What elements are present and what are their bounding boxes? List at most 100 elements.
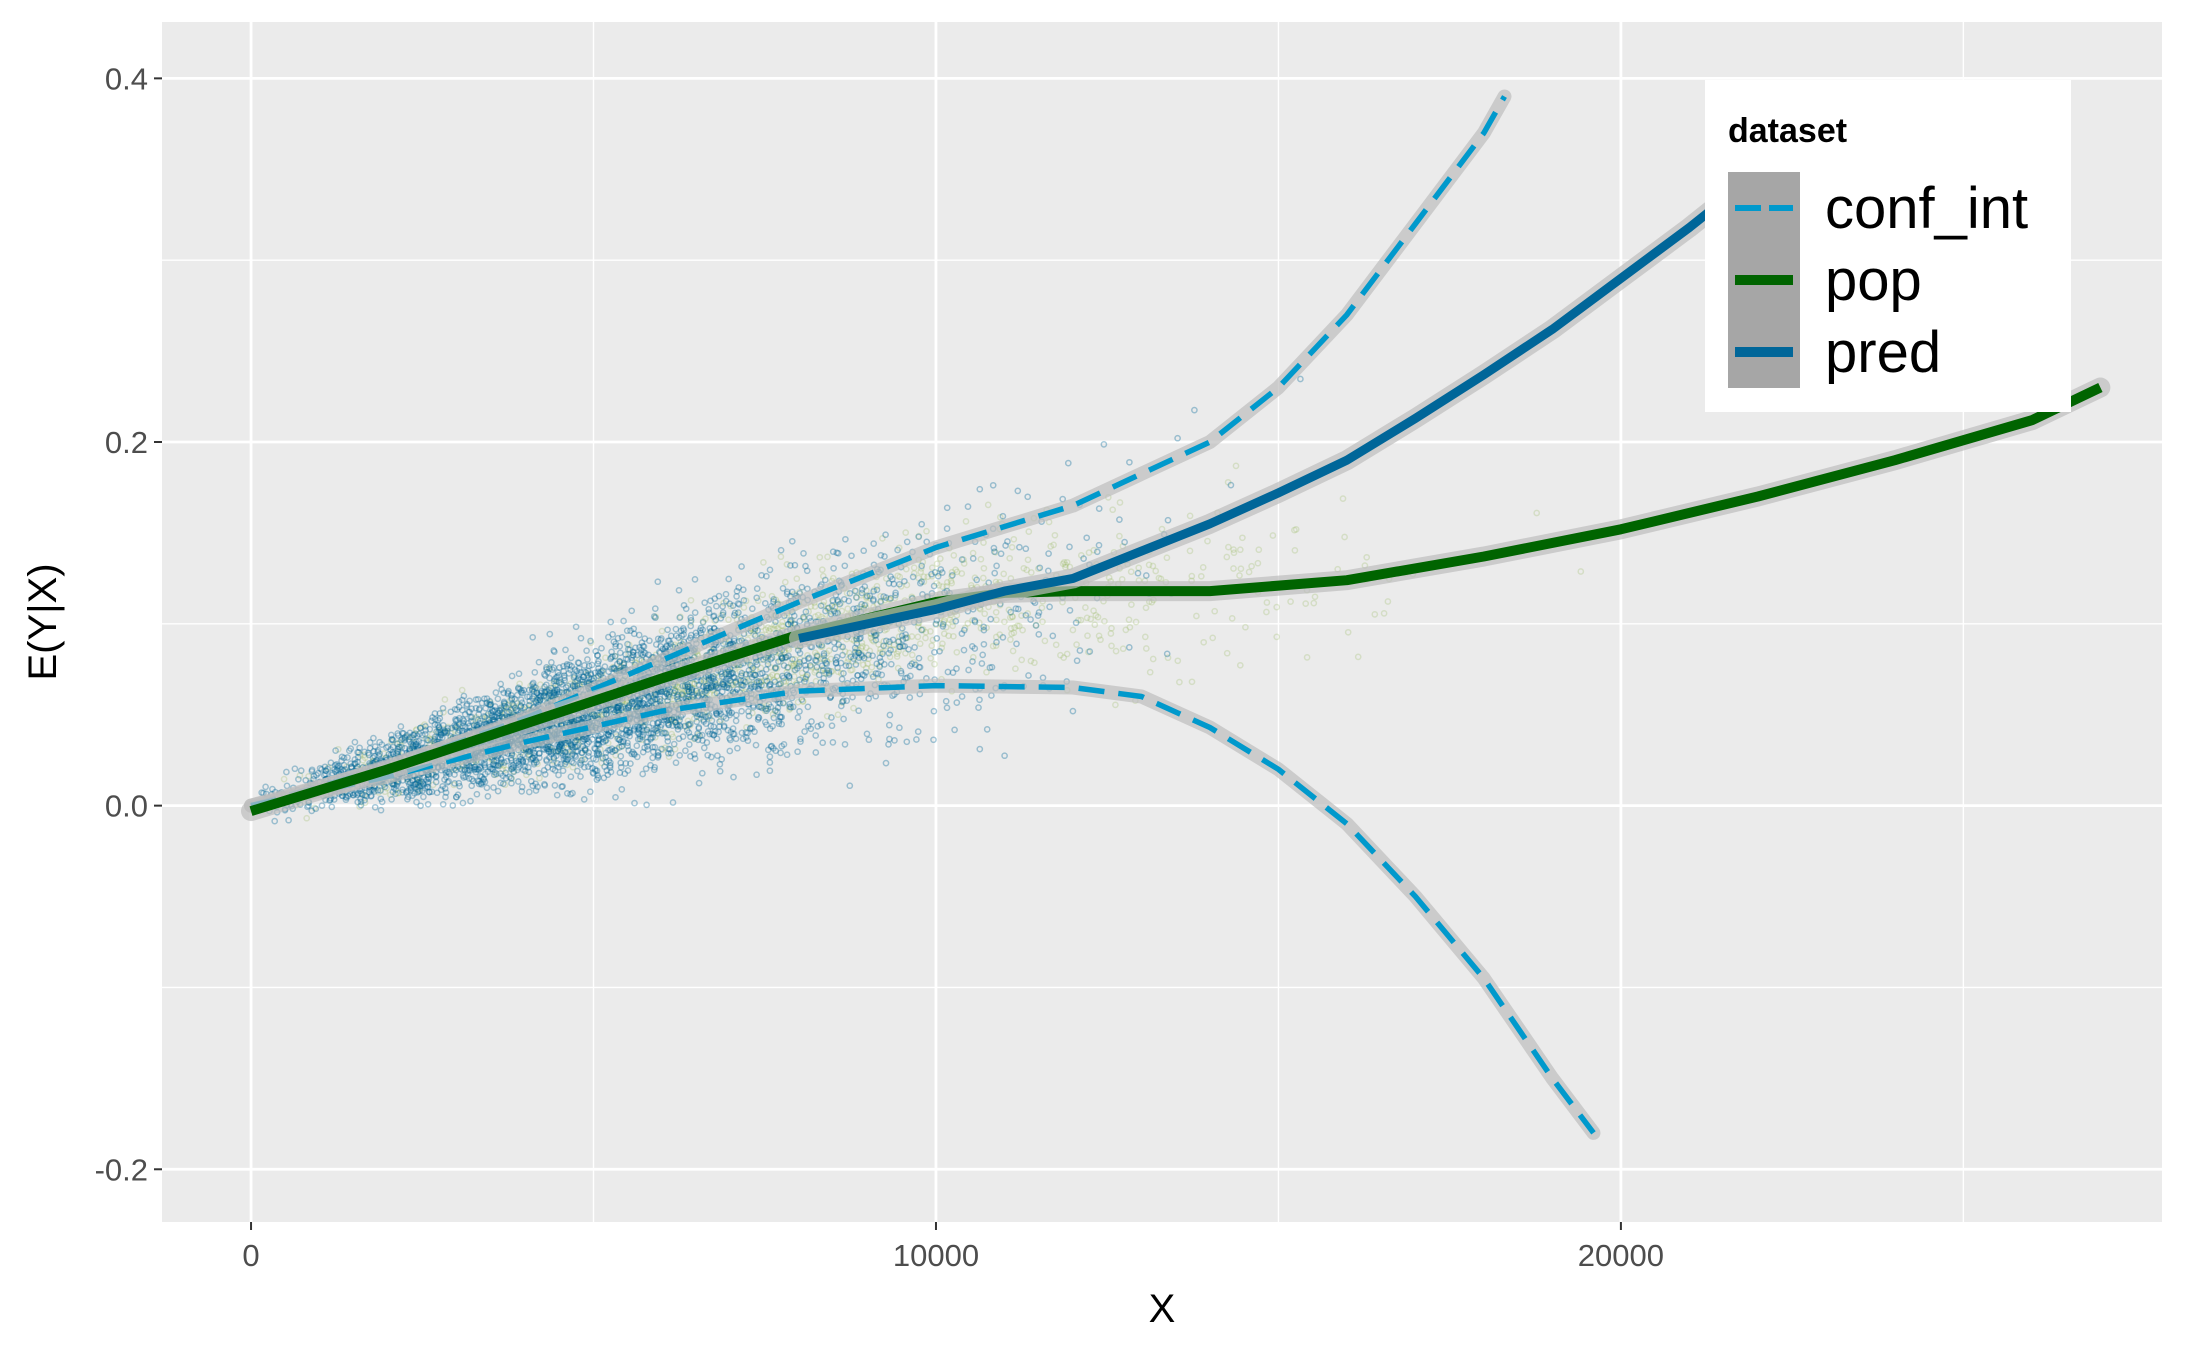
scatter-point: [787, 620, 795, 628]
scatter-point: [860, 654, 868, 662]
scatter-point: [604, 771, 612, 779]
scatter-point: [361, 799, 369, 807]
scatter-point: [458, 696, 466, 704]
scatter-point: [605, 746, 612, 754]
scatter-point: [1012, 665, 1019, 673]
scatter-point: [454, 791, 462, 799]
scatter-point: [614, 634, 622, 642]
scatter-point: [719, 603, 727, 610]
scatter-point: [834, 549, 842, 557]
scatter-point: [635, 631, 643, 639]
scatter-point: [684, 692, 691, 700]
scatter-point: [524, 764, 532, 771]
scatter-point: [1127, 568, 1135, 576]
scatter-point: [374, 787, 382, 794]
scatter-point: [1018, 612, 1025, 619]
scatter-point: [1073, 641, 1080, 648]
scatter-point: [718, 611, 725, 619]
scatter-point: [964, 620, 972, 627]
scatter-point: [953, 648, 961, 656]
scatter-point: [1176, 678, 1183, 686]
scatter-point: [874, 670, 882, 677]
scatter-point: [819, 572, 827, 580]
scatter-point: [706, 624, 714, 632]
scatter-point: [663, 690, 671, 698]
scatter-point: [794, 698, 802, 706]
scatter-point: [803, 567, 811, 575]
scatter-point: [595, 732, 602, 740]
scatter-point: [1126, 623, 1134, 631]
scatter-point: [802, 608, 810, 616]
scatter-point: [752, 671, 759, 679]
scatter-point: [581, 755, 589, 763]
scatter-point: [987, 615, 995, 623]
scatter-point: [834, 711, 842, 719]
scatter-point: [347, 745, 355, 752]
scatter-point: [910, 564, 918, 572]
scatter-point: [767, 703, 775, 711]
scatter-point: [1211, 607, 1219, 615]
scatter-point: [528, 755, 536, 762]
scatter-point: [910, 570, 918, 577]
scatter-point: [707, 673, 715, 681]
scatter-point: [598, 759, 606, 767]
scatter-point: [838, 675, 846, 683]
scatter-point: [621, 770, 629, 778]
scatter-point: [863, 593, 871, 601]
scatter-point: [728, 681, 735, 689]
scatter-point: [635, 730, 643, 738]
scatter-point: [880, 642, 887, 650]
scatter-point: [928, 572, 936, 580]
scatter-point: [521, 703, 529, 711]
scatter-point: [541, 780, 548, 788]
scatter-point: [960, 560, 968, 567]
scatter-point: [563, 661, 571, 668]
scatter-point: [484, 710, 492, 718]
scatter-point: [569, 682, 577, 690]
scatter-point: [862, 600, 869, 608]
scatter-point: [405, 780, 413, 788]
scatter-point: [434, 727, 442, 735]
scatter-point: [858, 651, 866, 658]
scatter-point: [725, 616, 732, 624]
scatter-point: [649, 748, 657, 756]
scatter-point: [971, 618, 979, 626]
scatter-point: [465, 708, 472, 716]
scatter-point: [788, 588, 796, 596]
scatter-point: [750, 671, 758, 679]
scatter-point: [742, 670, 750, 678]
scatter-point: [498, 712, 506, 720]
scatter-point: [520, 686, 528, 694]
scatter-point: [750, 681, 758, 688]
scatter-point: [455, 698, 463, 705]
scatter-point: [825, 647, 833, 655]
scatter-point: [1101, 617, 1108, 625]
scatter-point: [736, 668, 744, 676]
scatter-point: [858, 589, 866, 597]
scatter-point: [737, 634, 744, 642]
scatter-point: [702, 615, 709, 623]
scatter-point: [949, 622, 957, 630]
scatter-point: [677, 613, 684, 621]
scatter-point: [550, 689, 557, 697]
scatter-point: [897, 667, 905, 675]
scatter-point: [559, 747, 567, 755]
scatter-point: [452, 766, 460, 774]
scatter-point: [766, 673, 774, 681]
scatter-point: [415, 730, 423, 738]
scatter-point: [441, 785, 449, 792]
scatter-point: [713, 709, 720, 717]
scatter-point: [691, 680, 698, 688]
scatter-point: [927, 628, 934, 635]
scatter-point: [1380, 610, 1388, 617]
scatter-point: [1085, 549, 1093, 556]
scatter-point: [608, 745, 616, 753]
scatter-point: [705, 609, 713, 617]
scatter-point: [791, 666, 799, 674]
scatter-point: [320, 771, 328, 779]
scatter-point: [475, 710, 483, 718]
scatter-point: [725, 709, 733, 717]
scatter-point: [698, 687, 706, 695]
scatter-point: [693, 677, 701, 685]
scatter-point: [1163, 650, 1171, 658]
